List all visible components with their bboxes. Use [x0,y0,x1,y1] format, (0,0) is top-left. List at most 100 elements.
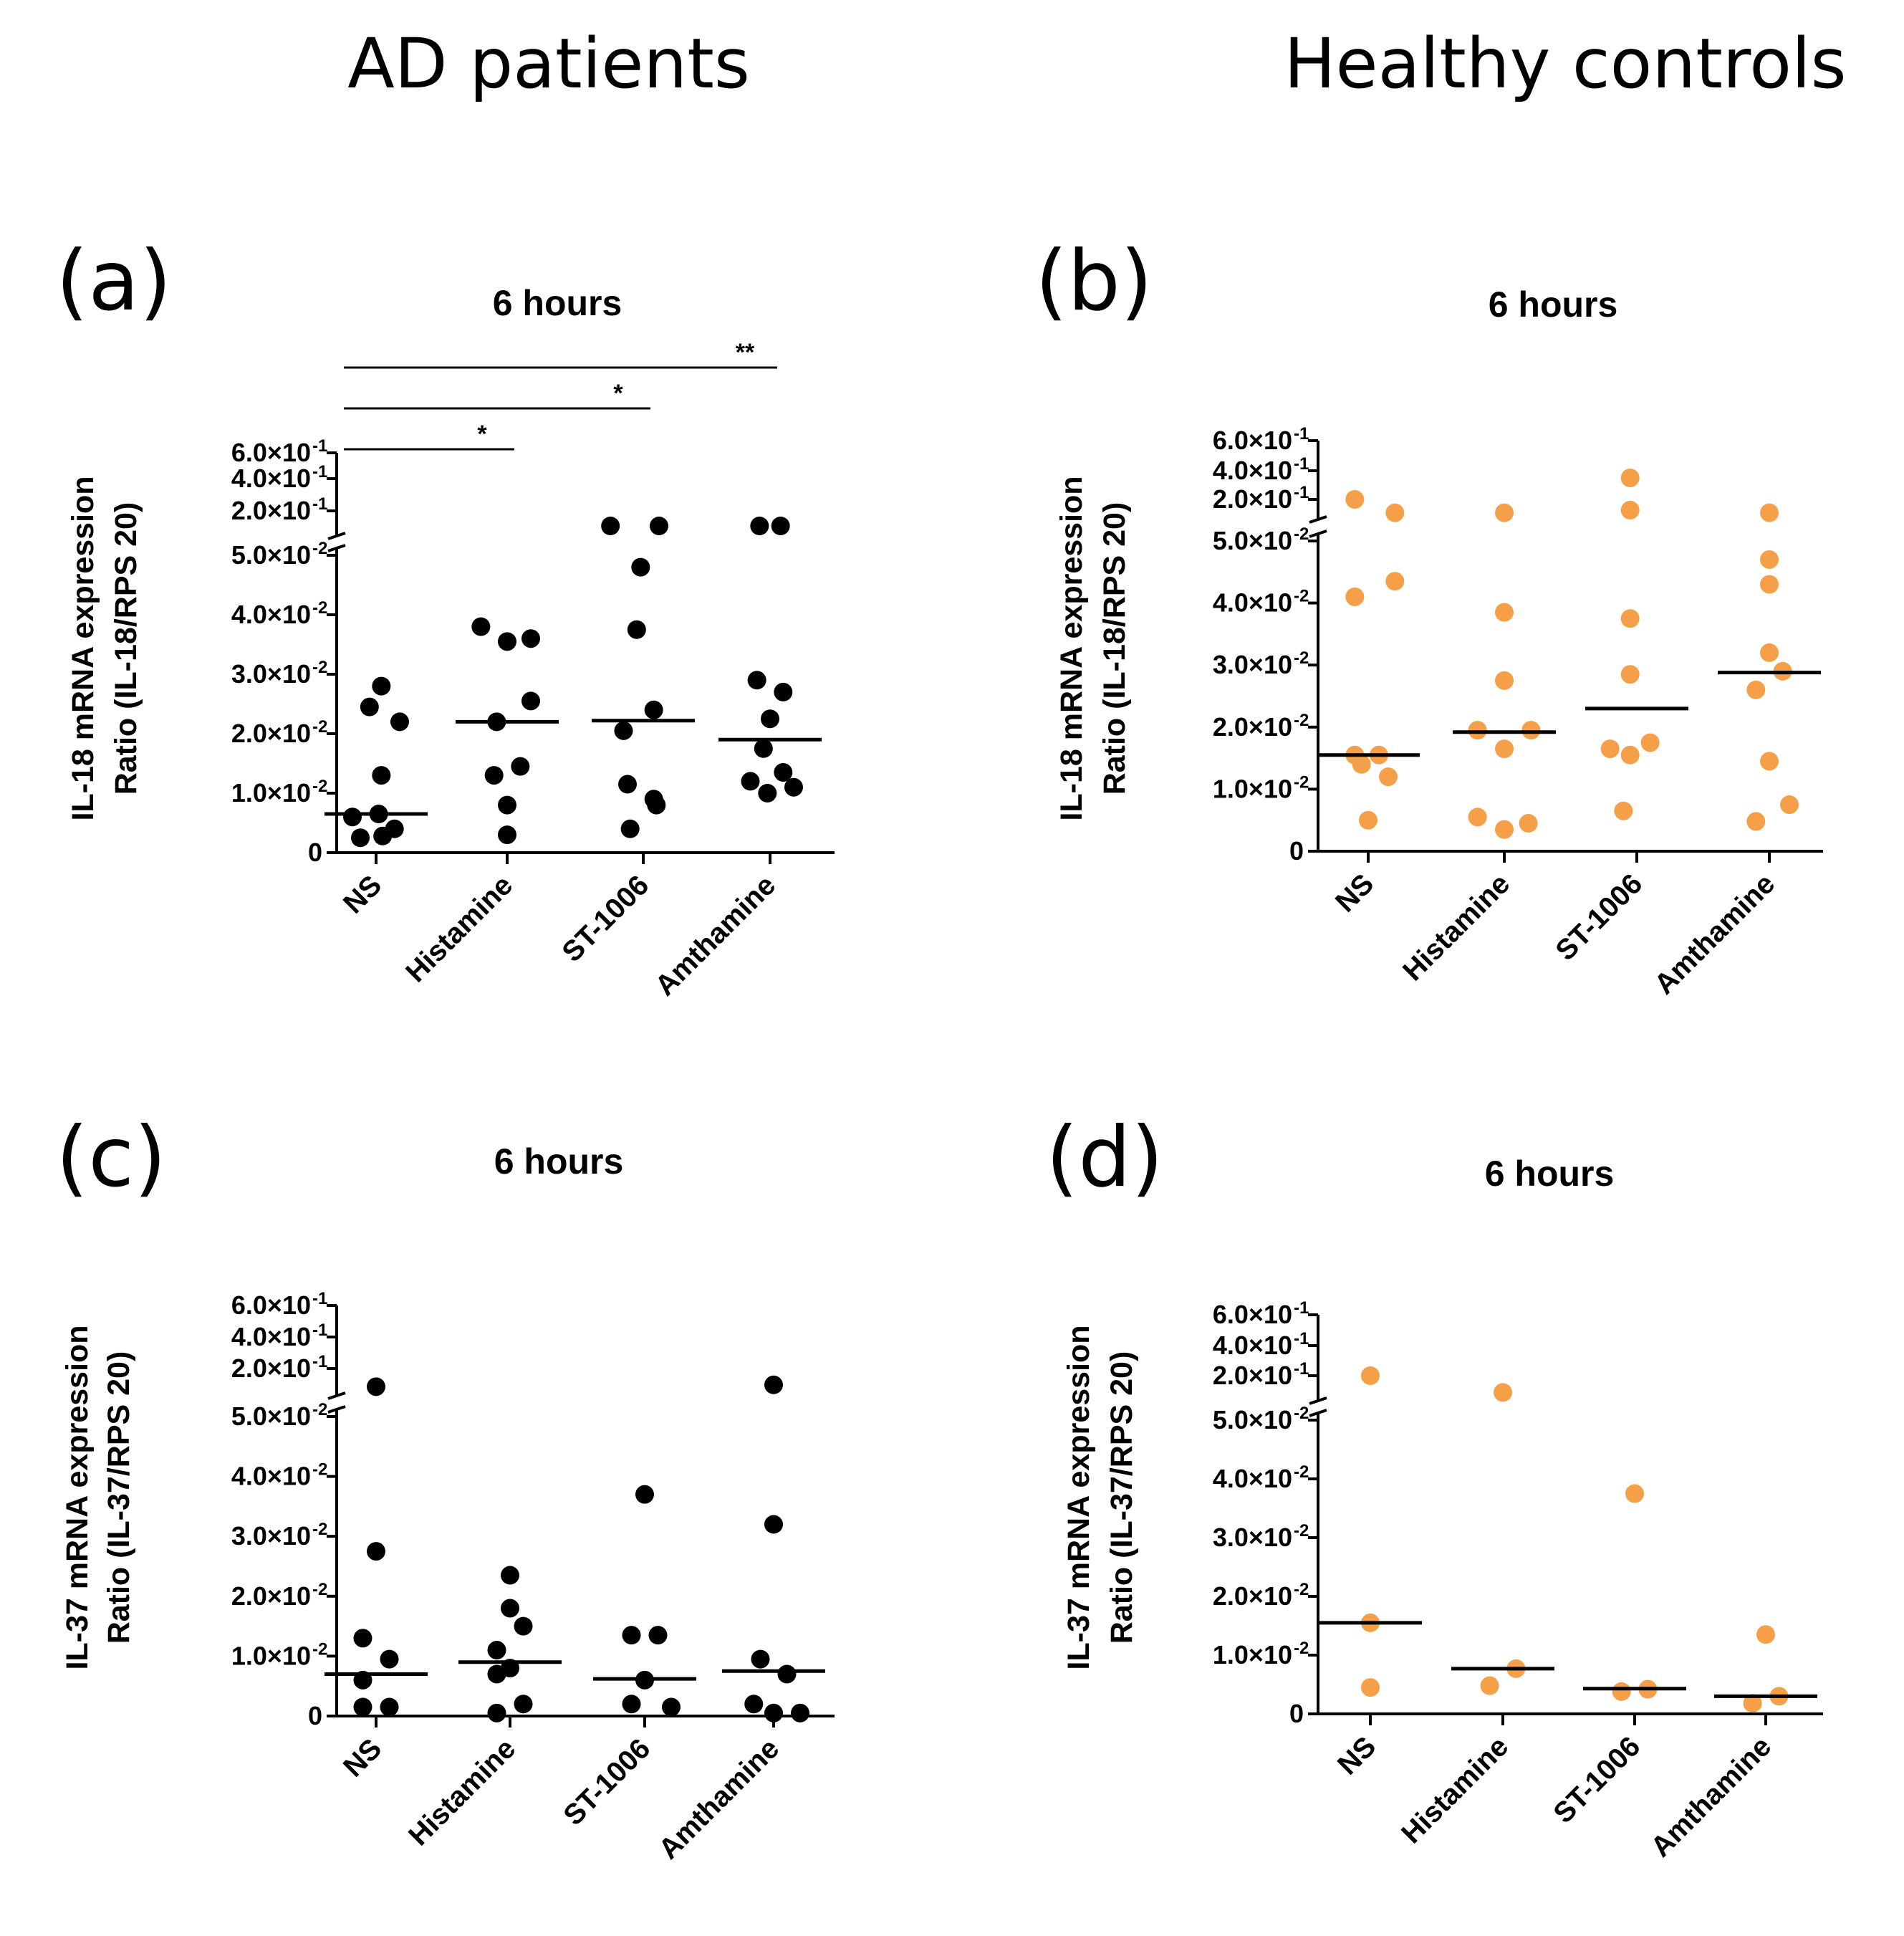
y-tick-label: 2.0×10 [231,719,311,748]
data-point [751,1649,770,1669]
data-point [380,1649,399,1669]
y-tick-label: 4.0×10 [231,600,311,629]
y-tick-exponent: -1 [312,1289,327,1308]
chart-title: 6 hours [493,283,622,323]
data-point [741,772,760,791]
data-point [631,557,650,577]
data-point [1614,801,1633,820]
data-point [1385,572,1405,591]
y-tick-label: 3.0×10 [1213,650,1292,679]
y-axis-label-line2: Ratio (IL-37/RPS 20) [1105,1351,1139,1644]
data-point [1379,767,1398,787]
y-tick-label: 2.0×10 [231,1581,311,1611]
data-point [784,777,803,797]
y-tick-label: 2.0×10 [1213,1581,1292,1611]
x-tick-label: Amthamine [1645,1730,1777,1863]
header-ad-patients: AD patients [347,24,750,104]
data-point [484,766,504,785]
data-point [622,1626,641,1645]
y-tick-exponent: -2 [312,598,327,618]
data-point [1385,503,1405,522]
data-point [1620,665,1640,684]
data-point [1495,820,1514,839]
data-point [1494,1383,1512,1402]
y-tick-exponent: -2 [1294,1580,1309,1599]
y-tick-label: 1.0×10 [231,1641,311,1670]
chart-title: 6 hours [1489,284,1618,325]
chart-title: 6 hours [1485,1154,1615,1194]
y-tick-label: 5.0×10 [231,1401,311,1431]
panel-letter: (b) [1035,233,1153,330]
x-tick-label: NS [337,1733,388,1783]
data-point [1352,754,1371,774]
y-tick-exponent: -1 [1294,424,1309,444]
axis-break-mark [327,1405,346,1414]
panel-letter: (d) [1046,1109,1163,1206]
axis-break-mark [327,1391,346,1400]
data-point [501,1599,519,1618]
y-tick-exponent: -2 [1294,1404,1309,1423]
x-tick-label: Amthamine [1648,868,1781,1000]
y-tick-label: 6.0×10 [231,1290,311,1320]
data-point [1620,469,1640,487]
x-tick-label: Amthamine [653,1733,785,1865]
data-point [774,762,793,782]
y-tick-label: 1.0×10 [231,778,311,808]
y-tick-label: 4.0×10 [1213,1331,1292,1360]
chart-title: 6 hours [494,1141,624,1182]
y-axis-label: IL-37 mRNA expression [60,1325,95,1669]
y-tick-label: 6.0×10 [1213,426,1292,455]
data-point [1756,1625,1775,1644]
data-point [1495,739,1514,759]
data-point [353,1629,372,1648]
axis-break-mark [1309,529,1327,538]
data-point [1521,721,1541,740]
panel-letter: (a) [56,233,172,330]
data-point [521,691,540,711]
data-point [1495,503,1514,522]
y-tick-label: 3.0×10 [231,1521,311,1551]
y-tick-exponent: -2 [312,539,327,558]
data-point [754,739,773,758]
data-point [1480,1676,1499,1695]
y-tick-exponent: -2 [1294,772,1309,792]
y-tick-exponent: -2 [312,717,327,737]
data-point [501,1566,519,1585]
y-axis-label-line2: Ratio (IL-18/RPS 20) [109,502,143,795]
data-point [1468,808,1487,827]
x-tick-label: ST-1006 [557,1733,656,1831]
y-tick-exponent: -2 [312,1460,327,1480]
significance-label: ** [736,339,755,366]
data-point [791,1703,809,1722]
y-tick-exponent: -2 [312,1400,327,1419]
y-tick-exponent: -2 [1294,711,1309,730]
y-tick-exponent: -2 [1294,587,1309,606]
y-tick-label: 3.0×10 [231,659,311,689]
data-point [648,1626,668,1645]
data-point [1746,680,1766,699]
data-point [1760,752,1779,771]
axis-break-mark [327,544,346,552]
data-point [620,819,640,838]
y-tick-label: 3.0×10 [1213,1523,1292,1552]
x-tick-label: Histamine [1395,1730,1514,1849]
y-tick-label: 0 [1289,1699,1304,1728]
y-axis-label-line2: Ratio (IL-37/RPS 20) [102,1351,136,1644]
data-point [750,517,769,535]
data-point [1361,1678,1380,1697]
data-point [777,1664,797,1684]
y-tick-label: 4.0×10 [1213,588,1292,618]
y-tick-exponent: -2 [312,1639,327,1659]
y-tick-label: 2.0×10 [1213,1361,1292,1390]
header-healthy-controls: Healthy controls [1284,24,1846,104]
data-point [1746,812,1766,831]
data-point [514,1695,533,1714]
axis-break-mark [327,532,346,540]
data-point [758,784,777,802]
y-tick-exponent: -2 [1294,1521,1309,1540]
data-point [1495,671,1514,690]
data-point [487,1641,506,1660]
y-tick-exponent: -2 [1294,1639,1309,1658]
